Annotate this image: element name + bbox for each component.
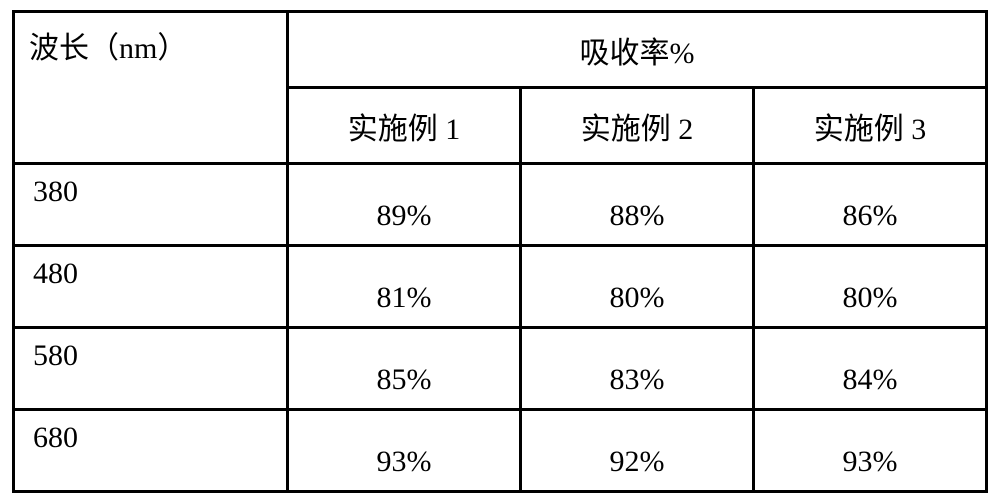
table-header-row-1: 波长（nm） 吸收率%: [14, 12, 987, 88]
table-row: 680 93% 92% 93%: [14, 410, 987, 492]
header-absorption-group: 吸收率%: [288, 12, 987, 88]
table-row: 380 89% 88% 86%: [14, 164, 987, 246]
data-cell: 88%: [521, 164, 754, 246]
data-table: 波长（nm） 吸收率% 实施例 1 实施例 2 实施例 3 380 89% 88…: [12, 10, 988, 493]
row-label: 380: [14, 164, 288, 246]
data-cell: 93%: [288, 410, 521, 492]
sub-header-example-2: 实施例 2: [521, 88, 754, 164]
table-row: 480 81% 80% 80%: [14, 246, 987, 328]
sub-header-example-3: 实施例 3: [754, 88, 987, 164]
data-cell: 84%: [754, 328, 987, 410]
data-cell: 80%: [754, 246, 987, 328]
data-cell: 86%: [754, 164, 987, 246]
data-cell: 89%: [288, 164, 521, 246]
sub-header-example-1: 实施例 1: [288, 88, 521, 164]
row-label: 680: [14, 410, 288, 492]
row-label: 580: [14, 328, 288, 410]
data-cell: 85%: [288, 328, 521, 410]
row-label: 480: [14, 246, 288, 328]
data-cell: 83%: [521, 328, 754, 410]
data-cell: 93%: [754, 410, 987, 492]
data-cell: 80%: [521, 246, 754, 328]
data-cell: 81%: [288, 246, 521, 328]
data-cell: 92%: [521, 410, 754, 492]
table-row: 580 85% 83% 84%: [14, 328, 987, 410]
header-wavelength: 波长（nm）: [14, 12, 288, 164]
